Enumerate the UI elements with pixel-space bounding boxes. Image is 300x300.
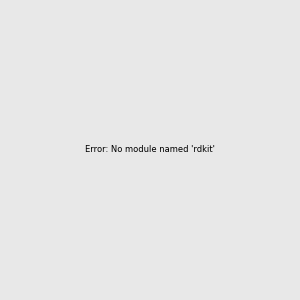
- Text: Error: No module named 'rdkit': Error: No module named 'rdkit': [85, 146, 215, 154]
